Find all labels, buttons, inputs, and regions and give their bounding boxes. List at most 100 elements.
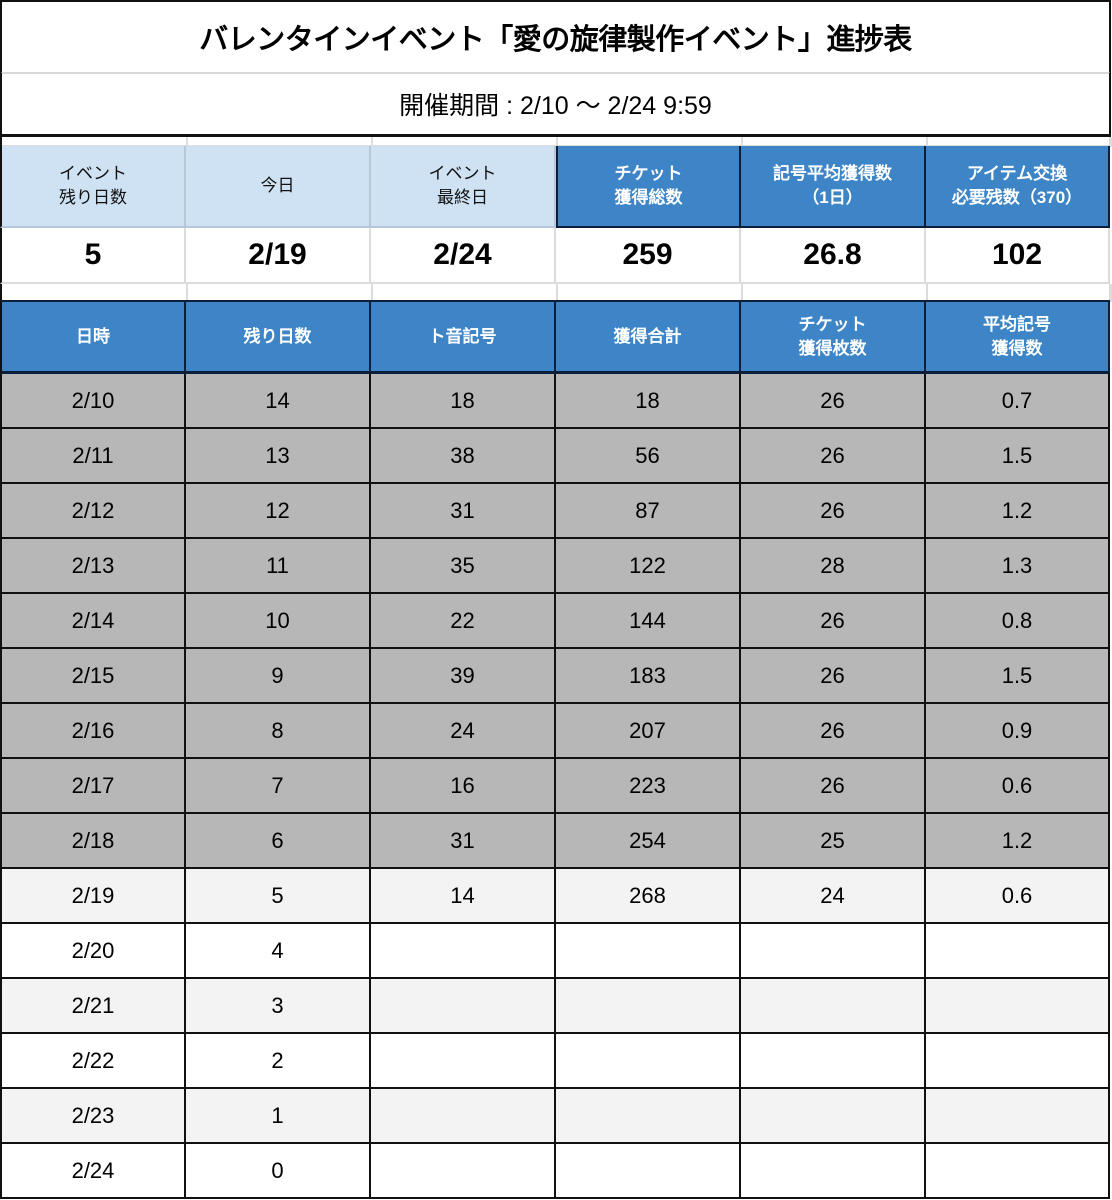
cell-tickets[interactable]: 28	[741, 539, 926, 594]
cell-tickets[interactable]	[741, 1144, 926, 1199]
cell-tickets[interactable]: 26	[741, 704, 926, 759]
cell-treble-clef[interactable]: 24	[371, 704, 556, 759]
cell-treble-clef[interactable]	[371, 1144, 556, 1199]
cell-avg[interactable]: 0.8	[926, 594, 1110, 649]
cell-days-left[interactable]: 11	[186, 539, 371, 594]
cell-total[interactable]	[556, 1144, 741, 1199]
table-row: 2/20 4	[0, 924, 1111, 979]
summary-ticket-total-value[interactable]: 259	[556, 228, 741, 284]
cell-tickets[interactable]	[741, 924, 926, 979]
cell-total[interactable]: 56	[556, 429, 741, 484]
cell-days-left[interactable]: 9	[186, 649, 371, 704]
cell-days-left[interactable]: 8	[186, 704, 371, 759]
summary-days-left-value[interactable]: 5	[0, 228, 186, 284]
cell-total[interactable]	[556, 979, 741, 1034]
summary-last-day-value[interactable]: 2/24	[371, 228, 556, 284]
cell-tickets[interactable]: 26	[741, 429, 926, 484]
cell-avg[interactable]: 1.5	[926, 429, 1110, 484]
cell-date[interactable]: 2/23	[0, 1089, 186, 1144]
table-row: 2/24 0	[0, 1144, 1111, 1199]
cell-avg[interactable]: 0.6	[926, 759, 1110, 814]
cell-days-left[interactable]: 2	[186, 1034, 371, 1089]
cell-total[interactable]: 183	[556, 649, 741, 704]
cell-treble-clef[interactable]: 16	[371, 759, 556, 814]
table-row: 2/10 14 18 18 26 0.7	[0, 374, 1111, 429]
cell-tickets[interactable]: 24	[741, 869, 926, 924]
cell-avg[interactable]: 1.3	[926, 539, 1110, 594]
cell-date[interactable]: 2/22	[0, 1034, 186, 1089]
cell-total[interactable]: 18	[556, 374, 741, 429]
cell-avg[interactable]	[926, 1144, 1110, 1199]
cell-tickets[interactable]: 26	[741, 594, 926, 649]
cell-avg[interactable]	[926, 924, 1110, 979]
cell-avg[interactable]: 1.2	[926, 814, 1110, 869]
cell-tickets[interactable]	[741, 979, 926, 1034]
cell-days-left[interactable]: 5	[186, 869, 371, 924]
cell-treble-clef[interactable]: 22	[371, 594, 556, 649]
summary-today-value[interactable]: 2/19	[186, 228, 371, 284]
cell-date[interactable]: 2/21	[0, 979, 186, 1034]
cell-avg[interactable]: 0.6	[926, 869, 1110, 924]
cell-total[interactable]: 144	[556, 594, 741, 649]
cell-treble-clef[interactable]	[371, 924, 556, 979]
summary-avg-symbols-value[interactable]: 26.8	[741, 228, 926, 284]
cell-days-left[interactable]: 3	[186, 979, 371, 1034]
cell-days-left[interactable]: 4	[186, 924, 371, 979]
cell-date[interactable]: 2/15	[0, 649, 186, 704]
cell-treble-clef[interactable]: 39	[371, 649, 556, 704]
cell-tickets[interactable]: 26	[741, 649, 926, 704]
cell-days-left[interactable]: 0	[186, 1144, 371, 1199]
cell-avg[interactable]: 1.5	[926, 649, 1110, 704]
cell-days-left[interactable]: 1	[186, 1089, 371, 1144]
cell-avg[interactable]	[926, 979, 1110, 1034]
cell-date[interactable]: 2/16	[0, 704, 186, 759]
cell-days-left[interactable]: 6	[186, 814, 371, 869]
cell-date[interactable]: 2/19	[0, 869, 186, 924]
cell-total[interactable]: 254	[556, 814, 741, 869]
cell-tickets[interactable]: 25	[741, 814, 926, 869]
cell-days-left[interactable]: 13	[186, 429, 371, 484]
cell-days-left[interactable]: 12	[186, 484, 371, 539]
cell-date[interactable]: 2/13	[0, 539, 186, 594]
cell-treble-clef[interactable]	[371, 1089, 556, 1144]
cell-total[interactable]	[556, 924, 741, 979]
cell-date[interactable]: 2/20	[0, 924, 186, 979]
cell-total[interactable]: 223	[556, 759, 741, 814]
cell-avg[interactable]	[926, 1089, 1110, 1144]
cell-avg[interactable]: 0.9	[926, 704, 1110, 759]
cell-date[interactable]: 2/14	[0, 594, 186, 649]
cell-total[interactable]: 207	[556, 704, 741, 759]
cell-total[interactable]: 268	[556, 869, 741, 924]
cell-date[interactable]: 2/17	[0, 759, 186, 814]
cell-total[interactable]	[556, 1089, 741, 1144]
cell-tickets[interactable]	[741, 1089, 926, 1144]
cell-treble-clef[interactable]: 14	[371, 869, 556, 924]
cell-treble-clef[interactable]	[371, 979, 556, 1034]
cell-date[interactable]: 2/24	[0, 1144, 186, 1199]
cell-date[interactable]: 2/10	[0, 374, 186, 429]
cell-total[interactable]: 87	[556, 484, 741, 539]
cell-treble-clef[interactable]	[371, 1034, 556, 1089]
cell-avg[interactable]	[926, 1034, 1110, 1089]
summary-remaining-value[interactable]: 102	[926, 228, 1110, 284]
cell-tickets[interactable]: 26	[741, 374, 926, 429]
cell-treble-clef[interactable]: 31	[371, 484, 556, 539]
cell-date[interactable]: 2/11	[0, 429, 186, 484]
cell-tickets[interactable]: 26	[741, 484, 926, 539]
cell-days-left[interactable]: 7	[186, 759, 371, 814]
cell-total[interactable]: 122	[556, 539, 741, 594]
cell-date[interactable]: 2/12	[0, 484, 186, 539]
cell-avg[interactable]: 1.2	[926, 484, 1110, 539]
cell-treble-clef[interactable]: 38	[371, 429, 556, 484]
cell-total[interactable]	[556, 1034, 741, 1089]
column-header-total: 獲得合計	[556, 300, 741, 374]
cell-tickets[interactable]	[741, 1034, 926, 1089]
cell-tickets[interactable]: 26	[741, 759, 926, 814]
cell-avg[interactable]: 0.7	[926, 374, 1110, 429]
cell-days-left[interactable]: 10	[186, 594, 371, 649]
cell-treble-clef[interactable]: 35	[371, 539, 556, 594]
cell-date[interactable]: 2/18	[0, 814, 186, 869]
cell-treble-clef[interactable]: 18	[371, 374, 556, 429]
cell-days-left[interactable]: 14	[186, 374, 371, 429]
cell-treble-clef[interactable]: 31	[371, 814, 556, 869]
